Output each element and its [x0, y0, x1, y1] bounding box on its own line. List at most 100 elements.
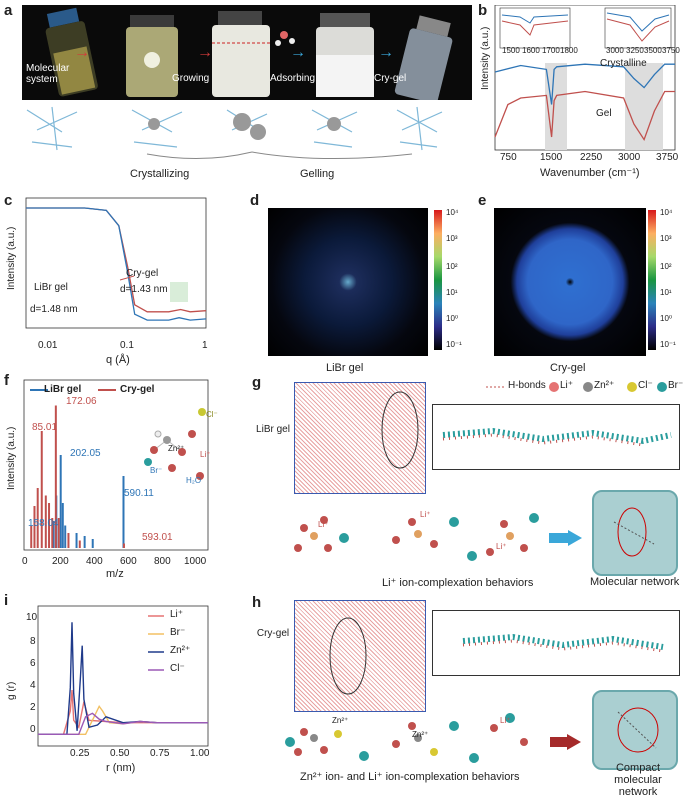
f-peak-202: 202.05 [70, 448, 101, 459]
vial-photo-strip: → → → → [22, 5, 472, 104]
h-network-render [592, 690, 678, 770]
h-caption-right: Compact molecular network [614, 762, 662, 798]
e-saxs-pattern [494, 208, 646, 356]
i-legend-li: Li⁺ [170, 609, 184, 620]
i-line-3 [38, 712, 208, 735]
f-mol-cl: Cl⁻ [206, 410, 218, 419]
f-peak-593: 593.01 [142, 532, 173, 543]
panel-letter-c: c [4, 192, 13, 209]
c-annot-d-crygel: d=1.43 nm [120, 284, 168, 295]
f-mol-zn: Zn²⁺ [168, 444, 185, 453]
h-ion-label-0: Zn²⁺ [332, 716, 349, 725]
h-box-outline [329, 617, 367, 695]
b-crystalline-line [494, 63, 675, 105]
f-xtick-3: 600 [120, 556, 137, 567]
g-caption-left: Li⁺ ion-complexation behaviors [382, 577, 534, 589]
b-inset1-tick-0: 1500 [502, 46, 520, 55]
i-ytick-4: 4 [30, 680, 36, 691]
f-peak-158: 158.04 [28, 518, 59, 529]
panel-letter-g: g [252, 374, 262, 391]
f-xtick-5: 1000 [184, 556, 207, 567]
g-zoom-box [432, 404, 680, 470]
svg-text:→: → [378, 44, 394, 61]
photo-label-adsorbing: Adsorbing [270, 73, 316, 84]
b-inset2-tick-1: 3250 [626, 46, 644, 55]
c-xtick-1: 0.1 [120, 340, 134, 351]
f-mol-li: Li⁺ [200, 450, 211, 459]
svg-text:→: → [74, 44, 90, 61]
i-legend-br: Br⁻ [170, 627, 186, 638]
c-xtick-0: 0.01 [38, 340, 58, 351]
panel-a-photo: → → → → Molecular system Growing Adsorbi… [22, 5, 472, 104]
panel-letter-f: f [4, 372, 9, 389]
i-legend-zn: Zn²⁺ [170, 645, 191, 656]
b-inset2-tick-2: 3500 [644, 46, 662, 55]
g-legend-markers [486, 382, 667, 392]
photo-label-growing: Growing [172, 73, 210, 84]
c-ylabel: Intensity (a.u.) [6, 226, 17, 290]
i-line-1 [38, 704, 208, 735]
d-cbar-4: 10⁰ [446, 314, 459, 323]
b-xtick-2: 2250 [580, 152, 603, 163]
c-annot-crygel: Cry-gel [126, 268, 159, 279]
b-xtick-1: 1500 [540, 152, 563, 163]
i-line-2 [38, 622, 208, 735]
e-cbar-1: 10³ [660, 234, 672, 243]
b-inset1-tick-3: 1800 [560, 46, 578, 55]
d-cbar-5: 10⁻¹ [446, 340, 462, 349]
f-peak-172: 172.06 [66, 396, 97, 407]
h-ion-label-2: Li⁺ [500, 716, 511, 725]
e-cbar-3: 10¹ [660, 288, 672, 297]
f-mol-h2o: H₂O [186, 476, 202, 485]
i-ylabel: g (r) [6, 681, 17, 700]
panel-letter-i: i [4, 592, 9, 609]
f-peak-590: 590.11 [124, 488, 154, 499]
panel-i-chart [37, 605, 209, 747]
b-gel-line [494, 90, 675, 142]
d-saxs-pattern [268, 208, 428, 356]
b-inset1-tick-2: 1700 [542, 46, 560, 55]
b-label-crystalline: Crystalline [600, 58, 647, 69]
g-network-render [592, 490, 678, 576]
photo-label-molecular-system: Molecular system [26, 63, 70, 85]
g-legend-cl: Cl⁻ [638, 380, 653, 391]
h-ion-label-1: Zn²⁺ [412, 730, 429, 739]
panel-c-chart [25, 197, 207, 329]
b-xtick-4: 3750 [656, 152, 679, 163]
c-librgel-line [26, 207, 207, 321]
e-cbar-0: 10⁴ [660, 208, 673, 217]
g-simulation-box [294, 382, 426, 494]
b-inset2-tick-3: 3750 [662, 46, 680, 55]
f-legend-librgel: LiBr gel [44, 384, 82, 395]
i-xtick-3: 1.00 [190, 748, 210, 759]
b-xtick-3: 3000 [618, 152, 641, 163]
i-line-0 [38, 689, 208, 735]
f-peak-85: 85.01 [32, 422, 58, 433]
panel-letter-h: h [252, 594, 262, 611]
stage-label-gelling: Gelling [300, 168, 335, 180]
d-cbar-2: 10² [446, 262, 458, 271]
d-caption: LiBr gel [326, 362, 364, 374]
h-caption-left: Zn²⁺ ion- and Li⁺ ion-complexation behav… [300, 771, 520, 783]
f-xlabel: m/z [106, 568, 124, 580]
b-series-lines [494, 63, 675, 142]
f-ylabel: Intensity (a.u.) [6, 426, 17, 490]
g-legend-zn: Zn²⁺ [594, 380, 615, 391]
g-ion-label-0: Li⁺ [318, 520, 329, 529]
g-caption-right: Molecular network [590, 576, 680, 588]
e-cbar-5: 10⁻¹ [660, 340, 676, 349]
b-inset2-tick-0: 3000 [606, 46, 624, 55]
e-cbar-4: 10⁰ [660, 314, 673, 323]
d-cbar-1: 10³ [446, 234, 458, 243]
i-xlabel: r (nm) [106, 762, 136, 774]
b-xlabel: Wavenumber (cm⁻¹) [540, 167, 640, 179]
photo-label-cry-gel: Cry-gel [374, 73, 407, 84]
i-xtick-0: 0.25 [70, 748, 90, 759]
c-xtick-2: 1 [202, 340, 208, 351]
g-legend-hbonds: H-bonds [508, 380, 546, 391]
i-ytick-2: 2 [30, 702, 36, 713]
g-ion-label-1: Li⁺ [420, 510, 431, 519]
b-label-gel: Gel [596, 108, 612, 119]
panel-f-chart [23, 379, 209, 551]
i-legend-lines [148, 615, 164, 671]
